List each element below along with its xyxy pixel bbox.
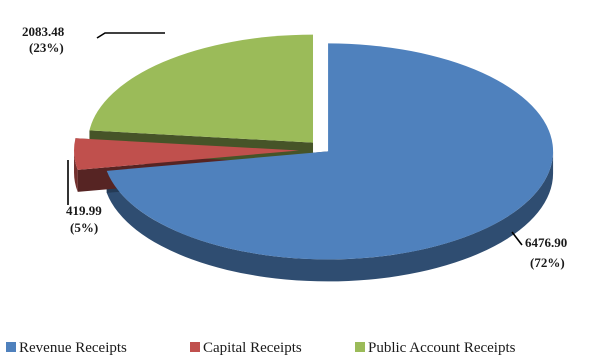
legend-swatch-capital xyxy=(190,342,200,352)
label-value-public-account: 2083.48 xyxy=(22,24,65,39)
legend: Revenue Receipts Capital Receipts Public… xyxy=(6,340,516,356)
label-percent-revenue: (72%) xyxy=(530,255,565,270)
legend-label-public-account: Public Account Receipts xyxy=(368,340,516,356)
leader-revenue xyxy=(511,231,523,246)
slice-side-revenue-receipts xyxy=(106,151,554,282)
leader-lines xyxy=(67,32,523,246)
pie-slices xyxy=(74,34,554,282)
legend-label-capital: Capital Receipts xyxy=(203,340,302,356)
leader-public-account xyxy=(96,32,165,39)
label-percent-capital: (5%) xyxy=(70,220,98,235)
slice-side-capital-receipts xyxy=(74,150,78,192)
slice-capital-receipts xyxy=(74,138,300,170)
slice-revenue-receipts xyxy=(106,43,554,260)
legend-label-revenue: Revenue Receipts xyxy=(19,340,127,356)
label-value-capital: 419.99 xyxy=(66,203,102,218)
label-value-revenue: 6476.90 xyxy=(525,235,567,250)
label-percent-public-account: (23%) xyxy=(29,40,64,55)
legend-swatch-revenue xyxy=(6,342,16,352)
legend-swatch-public-account xyxy=(355,342,365,352)
slice-public-account-receipts xyxy=(89,34,314,143)
